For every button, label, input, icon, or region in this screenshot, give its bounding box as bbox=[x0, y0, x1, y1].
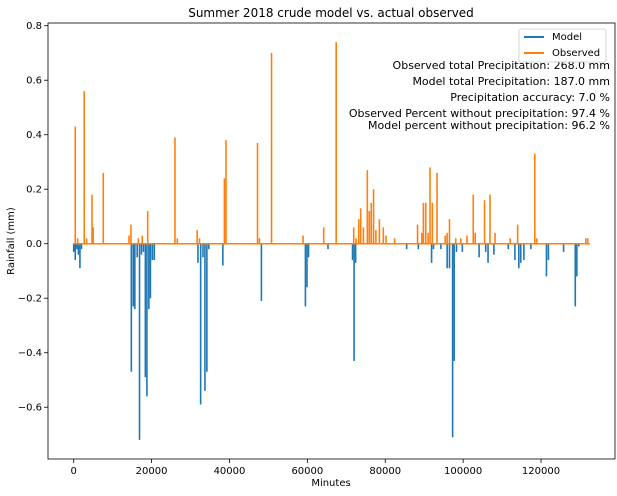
x-tick-label: 40000 bbox=[214, 466, 246, 477]
annotations: Observed total Precipitation: 268.0 mm M… bbox=[349, 59, 610, 132]
x-axis-label: Minutes bbox=[311, 478, 350, 489]
x-tick-label: 20000 bbox=[136, 466, 168, 477]
x-tick-label: 80000 bbox=[369, 466, 401, 477]
y-tick-label: −0.6 bbox=[18, 403, 42, 414]
annotation-model-percent-dry: Model percent without precipitation: 96.… bbox=[368, 119, 610, 132]
chart-title: Summer 2018 crude model vs. actual obser… bbox=[188, 6, 474, 20]
legend-label-model: Model bbox=[552, 32, 582, 43]
legend: Model Observed bbox=[518, 28, 607, 63]
y-tick-label: 0.0 bbox=[26, 239, 42, 250]
x-tick-label: 0 bbox=[71, 466, 77, 477]
y-axis: −0.6 −0.4 −0.2 0.0 0.2 0.4 0.6 0.8 bbox=[18, 21, 48, 414]
y-tick-label: 0.6 bbox=[26, 76, 42, 87]
y-tick-label: 0.8 bbox=[26, 21, 42, 32]
legend-label-observed: Observed bbox=[552, 48, 600, 59]
plot-frame bbox=[47, 22, 616, 460]
y-tick-label: −0.2 bbox=[18, 294, 42, 305]
x-tick-label: 120000 bbox=[522, 466, 560, 477]
series-observed bbox=[73, 42, 590, 245]
x-tick-label: 60000 bbox=[291, 466, 323, 477]
x-axis: 0 20000 40000 60000 80000 100000 120000 bbox=[71, 459, 560, 477]
annotation-accuracy: Precipitation accuracy: 7.0 % bbox=[450, 91, 610, 104]
plot-area bbox=[72, 42, 590, 440]
y-tick-label: 0.2 bbox=[26, 185, 42, 196]
series-model bbox=[72, 242, 590, 440]
y-tick-label: −0.4 bbox=[18, 348, 42, 359]
x-tick-label: 100000 bbox=[444, 466, 482, 477]
annotation-model-total: Model total Precipitation: 187.0 mm bbox=[412, 75, 610, 88]
annotation-observed-percent-dry: Observed Percent without precipitation: … bbox=[349, 107, 610, 120]
y-tick-label: 0.4 bbox=[26, 130, 42, 141]
y-axis-label: Rainfall (mm) bbox=[6, 207, 17, 275]
